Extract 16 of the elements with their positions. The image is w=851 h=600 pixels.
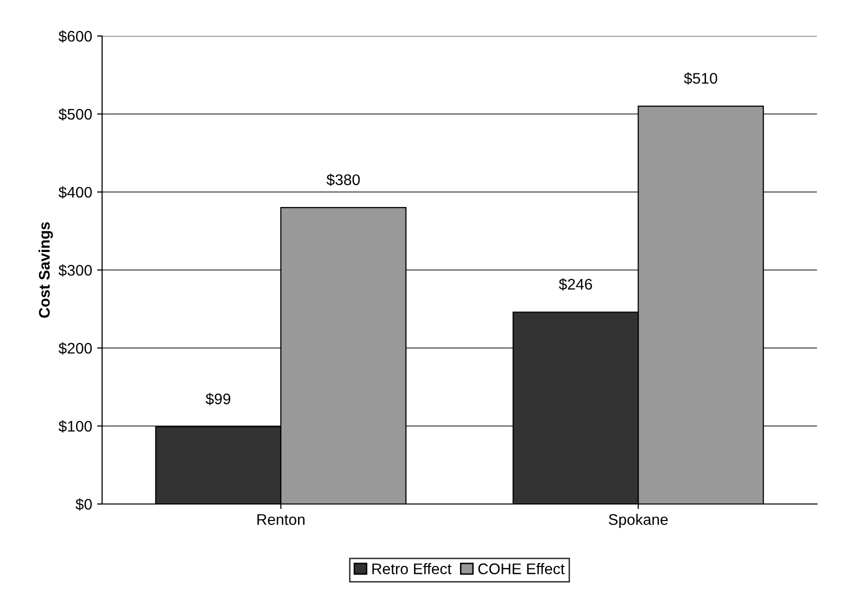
x-tick-label: Spokane xyxy=(608,514,668,528)
y-tick-label: $100 xyxy=(58,420,92,433)
data-label: $99 xyxy=(206,392,230,406)
y-tick-label: $400 xyxy=(58,186,92,199)
data-label: $510 xyxy=(684,72,718,85)
data-label: $246 xyxy=(558,278,592,291)
y-tick-label: $200 xyxy=(58,342,92,355)
y-axis-title: Cost Savings xyxy=(38,222,53,318)
y-tick-label: $600 xyxy=(58,30,92,43)
data-label: $380 xyxy=(326,174,360,186)
y-tick-label: $500 xyxy=(58,108,92,121)
y-tick-label: $300 xyxy=(58,264,92,277)
legend-label: COHE Effect xyxy=(478,563,565,574)
legend-label: Retro Effect xyxy=(372,563,452,574)
x-tick-label: Renton xyxy=(257,514,304,525)
y-tick-label: $0 xyxy=(76,498,92,511)
